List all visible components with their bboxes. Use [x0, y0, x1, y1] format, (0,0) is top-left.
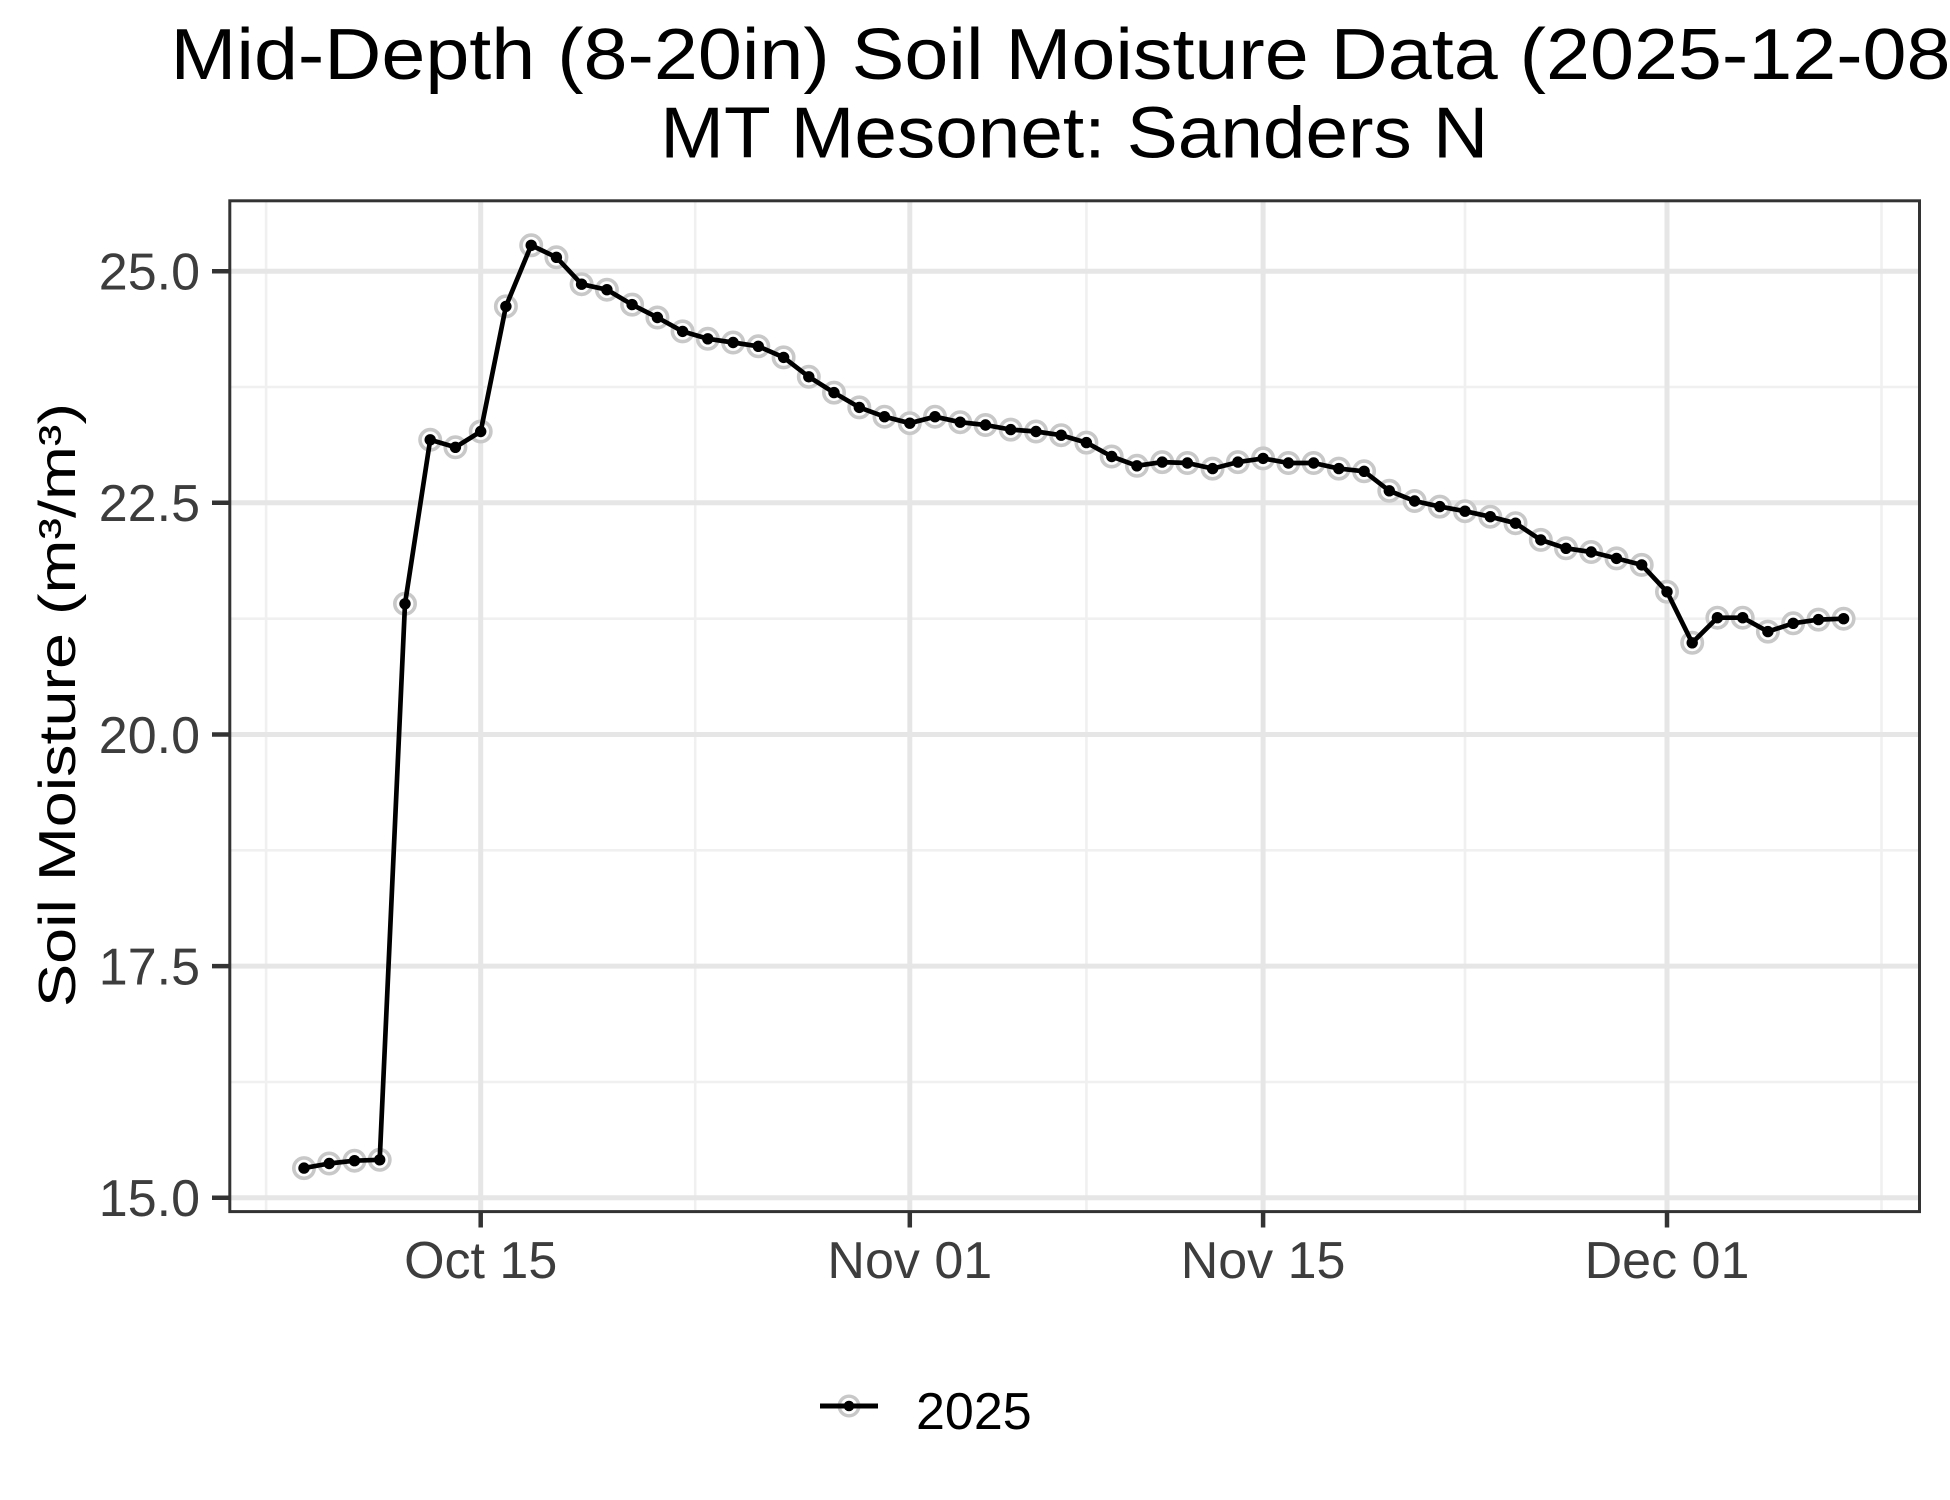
svg-text:Dec 01: Dec 01: [1585, 1232, 1750, 1290]
svg-text:20.0: 20.0: [99, 707, 200, 765]
svg-text:MT Mesonet: Sanders N: MT Mesonet: Sanders N: [660, 94, 1488, 174]
svg-text:Oct 15: Oct 15: [404, 1232, 557, 1290]
svg-text:Soil Moisture (m³/m³): Soil Moisture (m³/m³): [29, 403, 87, 1007]
svg-text:Mid-Depth (8-20in) Soil Moistu: Mid-Depth (8-20in) Soil Moisture Data (2…: [171, 15, 1950, 95]
svg-text:25.0: 25.0: [99, 244, 200, 302]
svg-text:22.5: 22.5: [99, 475, 200, 533]
svg-text:17.5: 17.5: [99, 938, 200, 996]
svg-text:15.0: 15.0: [99, 1170, 200, 1228]
svg-text:Nov 15: Nov 15: [1181, 1232, 1346, 1290]
svg-text:Nov 01: Nov 01: [827, 1232, 992, 1290]
svg-text:2025: 2025: [916, 1383, 1032, 1441]
